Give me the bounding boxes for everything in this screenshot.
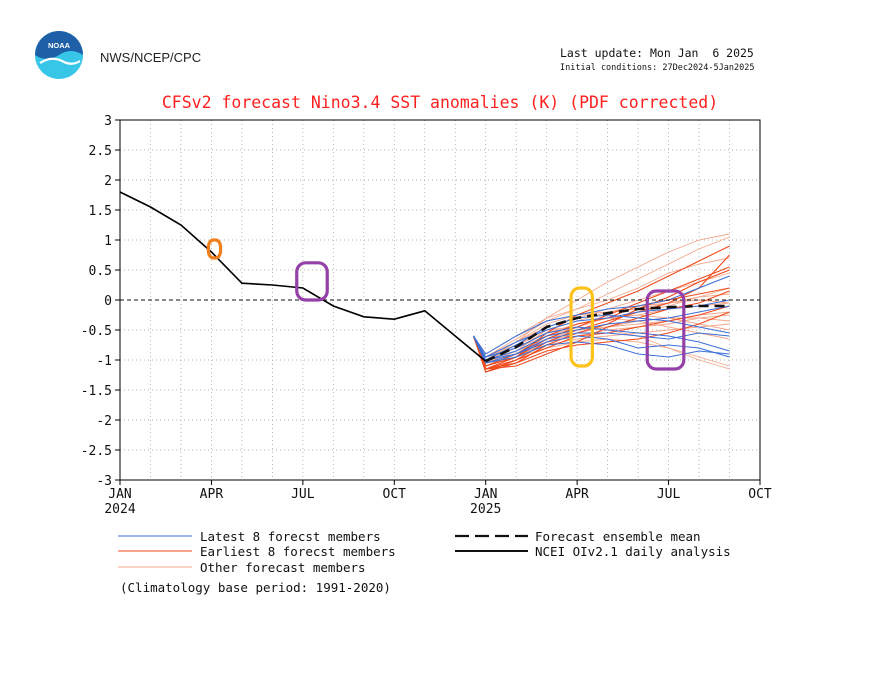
legend-earliest-label: Earliest 8 forecst members: [200, 544, 396, 559]
x-tick-label: APR: [200, 487, 224, 502]
y-tick-label: 2: [104, 174, 112, 189]
chart-title: CFSv2 forecast Nino3.4 SST anomalies (K)…: [162, 93, 718, 112]
noaa-logo: NOAA: [35, 31, 83, 79]
legend: Latest 8 forecst members Earliest 8 fore…: [118, 529, 731, 595]
initial-conditions: Initial conditions: 27Dec2024-5Jan2025: [560, 63, 754, 73]
y-tick-label: 2.5: [89, 144, 112, 159]
ensemble-mean-line: [485, 304, 730, 363]
x-tick-label: OCT: [383, 487, 407, 502]
plot-area: 32.521.510.50-0.5-1-1.5-2-2.5-3 JAN2024A…: [81, 114, 772, 517]
y-tick-label: 1: [104, 234, 112, 249]
x-tick-label: JAN: [474, 487, 497, 502]
legend-observed-label: NCEI OIv2.1 daily analysis: [535, 544, 731, 559]
legend-other-label: Other forecast members: [200, 560, 366, 575]
agency-label: NWS/NCEP/CPC: [100, 50, 201, 65]
logo-dome: [35, 31, 83, 59]
x-tick-label: OCT: [748, 487, 772, 502]
y-tick-label: 1.5: [89, 204, 112, 219]
y-tick-label: -2.5: [81, 444, 112, 459]
x-tick-year-label: 2025: [470, 502, 501, 517]
legend-latest-label: Latest 8 forecst members: [200, 529, 381, 544]
x-tick-label: JUL: [657, 487, 681, 502]
x-tick-label: APR: [565, 487, 589, 502]
observed-line: [119, 191, 487, 362]
legend-mean-label: Forecast ensemble mean: [535, 529, 701, 544]
y-tick-label: -1: [96, 354, 112, 369]
y-tick-label: -0.5: [81, 324, 112, 339]
logo-gull-icon: [39, 57, 81, 65]
last-update: Last update: Mon Jan 6 2025: [560, 46, 754, 60]
y-tick-label: -2: [96, 414, 112, 429]
logo-text: NOAA: [48, 41, 71, 50]
purple-highlight-marker: [295, 261, 329, 302]
x-tick-year-label: 2024: [104, 502, 135, 517]
x-tick-label: JAN: [108, 487, 131, 502]
y-tick-label: 3: [104, 114, 112, 129]
y-tick-label: -1.5: [81, 384, 112, 399]
plot-background: [120, 120, 760, 480]
orange-highlight-marker: [206, 238, 223, 260]
highlight-markers: [206, 238, 686, 371]
y-axis: 3 2.5 2 1.5 1 0.5 0 -0.5 -1 -1.5 -2 -2.5 -3: [81, 114, 120, 489]
climatology-note: (Climatology base period: 1991-2020): [120, 580, 391, 595]
y-tick-label: 0: [104, 294, 112, 309]
purple-highlight-marker: [645, 289, 686, 371]
x-tick-label: JUL: [291, 487, 315, 502]
y-tick-label: -3: [96, 474, 112, 489]
yellow-highlight-marker: [569, 286, 594, 368]
y-tick-label: 0.5: [89, 264, 112, 279]
